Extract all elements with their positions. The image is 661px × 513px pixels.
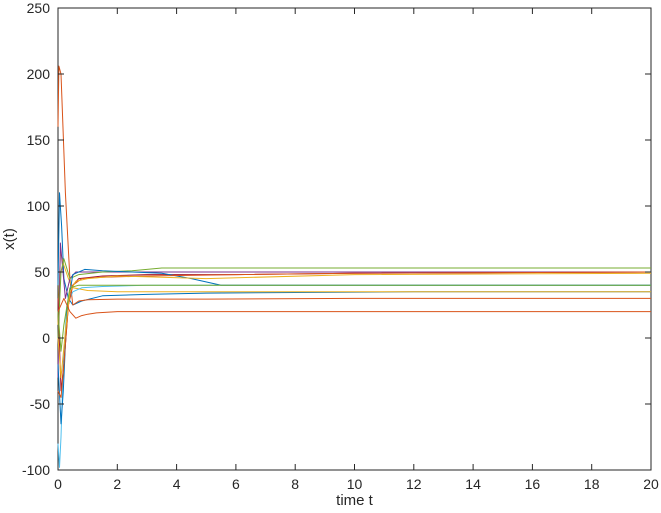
x-tick-label: 12: [406, 476, 422, 492]
series-line-12: [57, 297, 651, 319]
x-tick-label: 14: [465, 476, 481, 492]
y-tick-label: 50: [34, 264, 50, 280]
x-tick-label: 18: [584, 476, 600, 492]
series-line-3: [57, 251, 651, 325]
series-line-4: [57, 242, 651, 378]
y-axis: -100 -50 0 50 100 150 200 250: [22, 0, 651, 478]
x-tick-label: 16: [525, 476, 541, 492]
x-axis: 0 2 4 6 8 10 12 14 16 18 20: [54, 8, 659, 492]
y-tick-label: -100: [22, 462, 50, 478]
x-tick-label: 20: [643, 476, 659, 492]
y-tick-label: 100: [27, 198, 51, 214]
x-tick-label: 6: [232, 476, 240, 492]
series-line-2: [57, 65, 651, 306]
x-axis-label: time t: [336, 492, 374, 509]
x-tick-label: 10: [347, 476, 363, 492]
series-line-10: [57, 272, 652, 379]
y-tick-label: 150: [27, 132, 51, 148]
series-line-9: [57, 271, 652, 398]
x-tick-label: 0: [54, 476, 62, 492]
y-tick-label: 250: [27, 0, 51, 16]
plot-area: [57, 7, 652, 471]
y-tick-label: 0: [42, 330, 50, 346]
y-axis-label: x(t): [1, 228, 18, 250]
y-tick-label: -50: [30, 396, 50, 412]
x-tick-label: 8: [291, 476, 299, 492]
series-line-5: [57, 258, 651, 339]
y-tick-label: 200: [27, 66, 51, 82]
x-tick-label: 2: [113, 476, 121, 492]
x-tick-label: 4: [173, 476, 181, 492]
